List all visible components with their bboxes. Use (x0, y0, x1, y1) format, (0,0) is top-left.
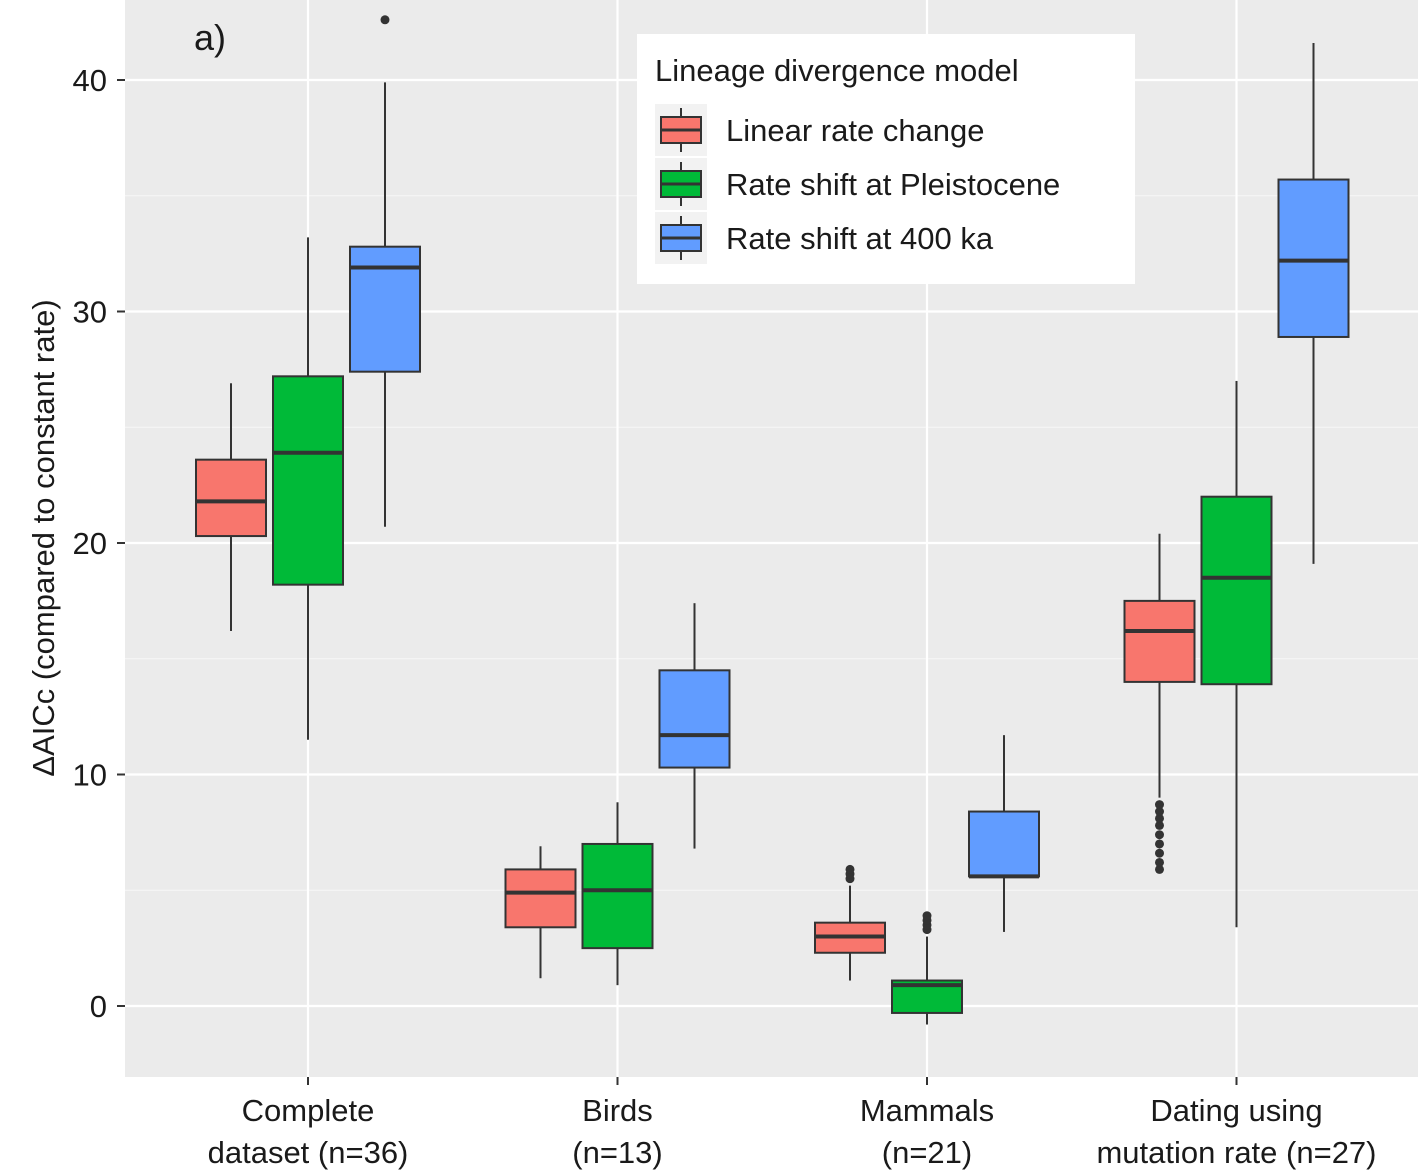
x-tick-label: (n=21) (882, 1135, 972, 1170)
outlier-point (922, 911, 932, 921)
box-group (891, 911, 963, 1025)
box (195, 458, 267, 538)
box (349, 245, 421, 373)
box-group (272, 237, 344, 740)
x-axis: Complete dataset (n=36) Birds (n=13) Mammals… (208, 1077, 1377, 1170)
x-tick-label: mutation rate (n=27) (1096, 1135, 1376, 1170)
y-tick-label: 0 (90, 989, 107, 1024)
legend-title: Lineage divergence model (655, 53, 1019, 88)
x-tick-label: Dating using (1150, 1093, 1322, 1128)
box-group (1277, 42, 1350, 564)
outlier-point (1155, 820, 1164, 830)
box (658, 669, 731, 769)
outlier-point (380, 15, 390, 25)
box-group (581, 802, 654, 986)
y-tick-label: 10 (73, 758, 107, 793)
legend-label: Rate shift at 400 ka (726, 221, 994, 256)
x-tick-label: Birds (582, 1093, 653, 1128)
y-tick-label: 30 (73, 295, 107, 330)
box-group (1123, 533, 1196, 874)
y-axis: 0 10 20 30 40 (73, 63, 125, 1024)
outlier-point (1155, 807, 1164, 817)
box-group (504, 846, 577, 979)
y-axis-label: ΔAICc (compared to constant rate) (26, 299, 61, 776)
box-group (195, 383, 267, 631)
box-group (814, 864, 886, 981)
box (1200, 495, 1273, 686)
boxplot-marks (195, 15, 1350, 1025)
x-tick-label: dataset (n=36) (208, 1135, 409, 1170)
legend-entries: Linear rate change Rate shift at Pleistoc… (655, 104, 1060, 264)
outlier-point (1155, 864, 1164, 874)
outlier-point (1155, 813, 1164, 823)
legend-background (637, 34, 1135, 284)
legend-key (655, 104, 707, 156)
outlier-point (1155, 830, 1164, 840)
box (1123, 599, 1196, 683)
box-group (1200, 380, 1273, 928)
legend-key (655, 212, 707, 264)
outlier-point (845, 864, 855, 874)
box (968, 810, 1040, 878)
box-group (968, 735, 1040, 932)
legend: Lineage divergence model Linear rate cha… (637, 34, 1135, 284)
box (1277, 178, 1350, 338)
x-tick-label: Complete (242, 1093, 375, 1128)
panel-label: a) (194, 17, 226, 58)
box (581, 842, 654, 950)
legend-label: Linear rate change (726, 113, 985, 148)
box (504, 868, 577, 929)
y-tick-label: 40 (73, 63, 107, 98)
x-tick-label: Mammals (860, 1093, 994, 1128)
outlier-point (1155, 857, 1164, 867)
box (272, 375, 344, 586)
box-group (658, 603, 731, 849)
x-tick-label: (n=13) (572, 1135, 662, 1170)
outlier-point (1155, 800, 1164, 810)
outlier-point (1155, 848, 1164, 858)
legend-label: Rate shift at Pleistocene (726, 167, 1060, 202)
y-tick-label: 20 (73, 526, 107, 561)
legend-key (655, 158, 707, 210)
outlier-point (1155, 839, 1164, 849)
box-group (349, 15, 421, 527)
